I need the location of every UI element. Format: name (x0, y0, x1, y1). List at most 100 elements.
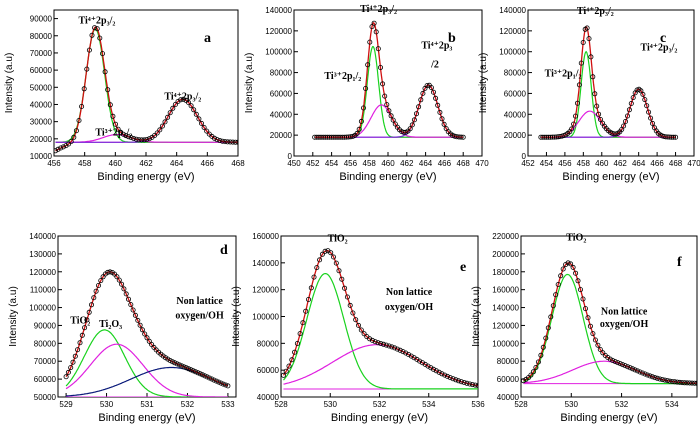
y-tick-label: 100000 (499, 48, 526, 57)
data-point (348, 134, 354, 140)
data-point (667, 378, 673, 384)
data-point (600, 350, 606, 356)
plot-area (538, 25, 679, 140)
y-tick-label: 20000 (270, 131, 293, 140)
peak-annotation: Ti⁴⁺2p₃/₂ (78, 16, 115, 27)
data-point (317, 257, 323, 263)
data-point (389, 344, 395, 350)
y-tick-label: 90000 (30, 15, 53, 24)
data-point (640, 370, 646, 376)
y-tick-label: 60000 (30, 66, 53, 75)
data-point (70, 359, 76, 365)
data-point (183, 365, 189, 371)
data-point (141, 137, 147, 143)
data-point (119, 281, 125, 287)
data-point (542, 134, 548, 140)
x-tick-label: 466 (650, 159, 664, 168)
y-tick-label: 80000 (497, 357, 520, 366)
data-point (450, 376, 456, 382)
y-tick-label: 140000 (29, 232, 56, 241)
data-point (342, 285, 348, 291)
x-tick-label: 528 (514, 400, 528, 409)
data-point (684, 380, 690, 386)
data-point (578, 287, 584, 293)
data-point (425, 363, 431, 369)
data-point (63, 374, 69, 380)
data-point (671, 134, 677, 140)
data-point (635, 368, 641, 374)
data-point (77, 340, 83, 346)
data-point (378, 340, 384, 346)
y-tick-label: 60000 (257, 366, 280, 375)
data-point (217, 137, 223, 143)
data-point (344, 294, 350, 300)
plot-area (281, 248, 478, 390)
data-point (687, 380, 693, 386)
data-point (424, 83, 430, 89)
peak-annotation: Ti³⁺2p₁/₂ (324, 71, 361, 82)
x-tick-label: 530 (565, 400, 579, 409)
data-point (550, 303, 556, 309)
data-point (361, 331, 367, 337)
data-point (596, 111, 602, 117)
data-point (632, 367, 638, 373)
fit-envelope (314, 21, 464, 138)
data-point (294, 340, 300, 346)
data-point (186, 366, 192, 372)
x-axis-title: Binding energy (eV) (331, 412, 428, 424)
peak-annotation: Ti⁴⁺2p₃/₂ (577, 6, 614, 17)
x-tick-label: 529 (59, 400, 73, 409)
x-tick-label: 528 (274, 400, 288, 409)
x-tick-label: 460 (381, 159, 395, 168)
peak-annotation: Ti³⁺2p₁/₂ (545, 69, 582, 80)
data-point (367, 336, 373, 342)
data-point (303, 308, 309, 314)
data-point (654, 375, 660, 381)
data-point (227, 139, 233, 145)
y-tick-label: 120000 (265, 27, 292, 36)
x-tick-label: 464 (419, 159, 433, 168)
y-tick-label: 80000 (34, 339, 57, 348)
plot-frame (280, 235, 479, 398)
data-point (107, 269, 113, 275)
data-point (392, 345, 398, 351)
data-point (319, 251, 325, 257)
data-point (408, 353, 414, 359)
peak-annotation: Ti⁴⁺2p₃/₂ (641, 43, 678, 54)
data-point (300, 320, 306, 326)
data-point (133, 136, 139, 142)
data-point (621, 123, 627, 129)
data-point (388, 113, 394, 119)
data-point (573, 270, 579, 276)
data-point (535, 359, 541, 365)
y-tick-label: 60000 (497, 375, 520, 384)
y-tick-label: 40000 (497, 393, 520, 402)
data-point (126, 134, 132, 140)
data-point (400, 349, 406, 355)
x-axis-title: Binding energy (eV) (560, 412, 657, 424)
data-point (105, 87, 111, 93)
data-point (380, 341, 386, 347)
data-point (371, 20, 377, 26)
x-axis-title: Binding energy (eV) (97, 171, 194, 183)
y-tick-label: 50000 (34, 393, 57, 402)
y-axis-title: Intensity (a.u) (471, 286, 482, 347)
data-point (204, 128, 210, 134)
data-point (308, 285, 314, 291)
panel-c: 452 454 456 458 460 462 464 466 468 470 0 20000 4000… (478, 6, 700, 183)
y-tick-label: 70000 (30, 49, 53, 58)
data-point (218, 380, 224, 386)
plot-frame (520, 235, 698, 398)
data-point (545, 325, 551, 331)
data-point (204, 374, 210, 380)
data-point (328, 250, 334, 256)
x-tick-label: 450 (287, 159, 301, 168)
data-point (68, 138, 74, 144)
data-point (441, 121, 447, 127)
data-point (72, 353, 78, 359)
data-point (610, 357, 616, 363)
data-point (578, 60, 584, 66)
data-point (570, 264, 576, 270)
y-tick-label: 100000 (29, 304, 56, 313)
x-tick-label: 534 (665, 400, 679, 409)
